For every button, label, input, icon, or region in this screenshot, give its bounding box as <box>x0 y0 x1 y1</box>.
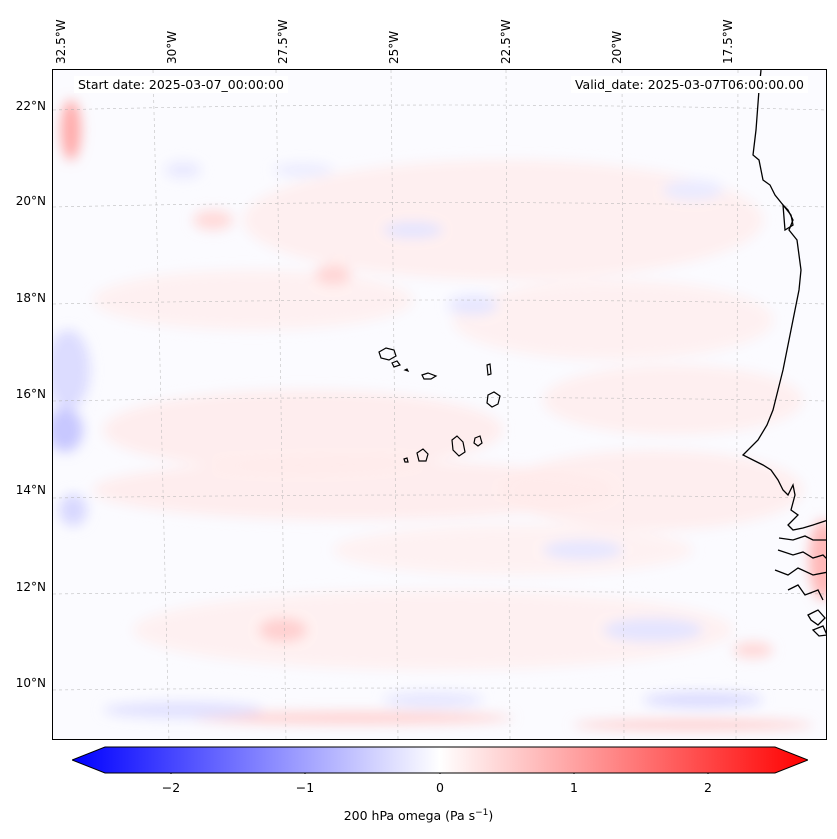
colorbar-label: 200 hPa omega (Pa s−1) <box>0 808 837 823</box>
lat-label-18n: 18°N <box>15 291 46 305</box>
cape-verde-islands <box>378 347 501 463</box>
lon-label-22-5w: 22.5°W <box>499 19 513 64</box>
lat-label-20n: 20°N <box>15 194 46 208</box>
lat-label-16n: 16°N <box>15 387 46 401</box>
gridlines <box>53 70 826 739</box>
lat-label-14n: 14°N <box>15 483 46 497</box>
omega-field-map <box>53 70 826 739</box>
colorbar-label-end: ) <box>488 808 494 824</box>
lat-label-22n: 22°N <box>15 99 46 113</box>
lat-label-12n: 12°N <box>15 580 46 594</box>
colorbar-tick-0: 0 <box>436 780 444 795</box>
colorbar-tick-2: 2 <box>704 780 712 795</box>
colorbar <box>72 746 808 774</box>
colorbar-tick-1: 1 <box>570 780 578 795</box>
omega-field <box>53 100 826 730</box>
colorbar-label-main: 200 hPa omega (Pa s <box>343 808 476 824</box>
start-date-label: Start date: 2025-03-07_00:00:00 <box>74 76 288 93</box>
lon-label-27-5w: 27.5°W <box>276 19 290 64</box>
lon-label-32-5w: 32.5°W <box>54 19 68 64</box>
valid-date-label: Valid_date: 2025-03-07T06:00:00.00 <box>570 76 808 93</box>
coastline <box>741 70 826 637</box>
colorbar-label-unit-exponent: −1 <box>475 808 489 818</box>
map-panel[interactable] <box>52 69 827 740</box>
lon-label-25w: 25°W <box>387 30 401 64</box>
lon-label-30w: 30°W <box>165 30 179 64</box>
lon-label-17-5w: 17.5°W <box>721 19 735 64</box>
lat-label-10n: 10°N <box>15 676 46 690</box>
colorbar-tick-neg1: −1 <box>295 780 315 795</box>
colorbar-tick-neg2: −2 <box>161 780 181 795</box>
lon-label-20w: 20°W <box>610 30 624 64</box>
